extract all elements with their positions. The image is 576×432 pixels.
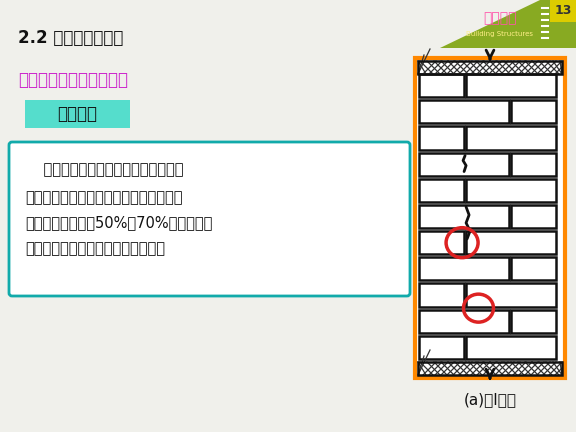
Text: 建筑结构: 建筑结构 — [483, 11, 517, 25]
Bar — [466, 283, 556, 307]
Text: 出现第一条（或第一批）裂缝时的荷载约: 出现第一条（或第一批）裂缝时的荷载约 — [25, 191, 183, 206]
Bar — [511, 310, 556, 333]
Bar — [440, 0, 576, 48]
Bar — [419, 74, 464, 97]
Text: 荷载不增加，裂缝也不会继续扩大。: 荷载不增加，裂缝也不会继续扩大。 — [25, 241, 165, 257]
Bar — [419, 179, 464, 202]
Bar — [511, 100, 556, 124]
Polygon shape — [440, 0, 576, 48]
Bar — [466, 179, 556, 202]
Bar — [419, 231, 464, 254]
Bar — [466, 231, 556, 254]
Text: 一、砌体的受压破坏特征: 一、砌体的受压破坏特征 — [18, 71, 128, 89]
Bar — [419, 310, 509, 333]
Bar — [419, 152, 509, 176]
FancyBboxPatch shape — [25, 100, 130, 128]
Text: 从砌体开始受压到单块砖出现裂缝。: 从砌体开始受压到单块砖出现裂缝。 — [25, 162, 184, 178]
Bar — [419, 283, 464, 307]
Text: 为砌体极限荷载的50%～70%，此时如果: 为砌体极限荷载的50%～70%，此时如果 — [25, 216, 213, 231]
Text: 2.2 砌体的受压性能: 2.2 砌体的受压性能 — [18, 29, 123, 47]
Text: 13: 13 — [554, 4, 572, 18]
Bar — [418, 362, 562, 375]
Bar — [466, 74, 556, 97]
Bar — [419, 205, 509, 228]
Text: (a)第Ⅰ阶段: (a)第Ⅰ阶段 — [464, 393, 517, 407]
Bar — [466, 127, 556, 149]
Bar — [511, 205, 556, 228]
Bar — [550, 0, 576, 22]
Bar — [511, 152, 556, 176]
Text: 第一阶段: 第一阶段 — [57, 105, 97, 123]
Bar — [418, 61, 562, 74]
Bar — [466, 336, 556, 359]
Bar — [419, 257, 509, 280]
Text: Building Structures: Building Structures — [467, 31, 533, 37]
Bar — [419, 336, 464, 359]
Bar — [511, 257, 556, 280]
Bar — [419, 100, 509, 124]
Bar — [419, 127, 464, 149]
FancyBboxPatch shape — [9, 142, 410, 296]
Bar — [415, 58, 565, 378]
